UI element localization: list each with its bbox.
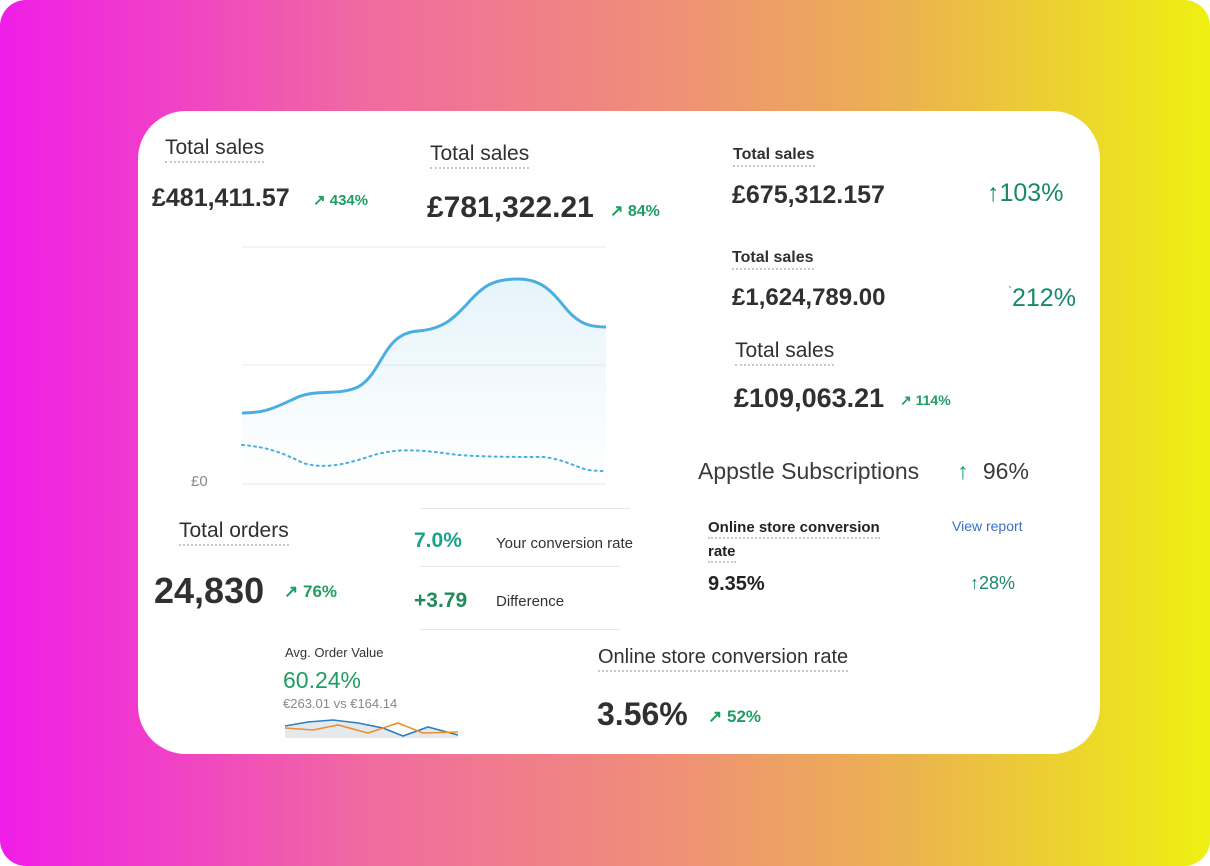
orders-label: Total orders xyxy=(179,519,289,546)
arrow-up-icon: ` xyxy=(1008,284,1012,298)
sales-line-chart xyxy=(241,246,607,485)
sales5-value: £109,063.21 xyxy=(734,383,885,413)
sales4-change: `212% xyxy=(1008,284,1076,312)
difference-label: Difference xyxy=(496,593,565,610)
sales5-label: Total sales xyxy=(735,339,835,366)
subscriptions-change: ↑ 96% xyxy=(957,458,1029,484)
sales5-change: ↗ 114% xyxy=(900,392,951,408)
sales2-value: £781,322.21 xyxy=(427,191,594,224)
aov-label: Avg. Order Value xyxy=(285,645,384,660)
arrow-up-right-icon: ↗ xyxy=(313,192,326,209)
conversion-rate-label: Your conversion rate xyxy=(496,535,634,552)
online-conv1-value: 9.35% xyxy=(708,573,765,595)
chart-current-period-line xyxy=(241,277,607,415)
sales4-value: £1,624,789.00 xyxy=(732,284,886,311)
sales2-label: Total sales xyxy=(430,142,530,169)
chart-previous-period-line xyxy=(241,444,607,472)
orders-change: ↗ 76% xyxy=(284,582,338,601)
arrow-up-right-icon: ↗ xyxy=(900,392,912,408)
online-conv1-label: Online store conversion rate xyxy=(708,516,880,564)
online-conv1-change: ↑28% xyxy=(970,573,1016,593)
online-conv2-change: ↗ 52% xyxy=(708,707,762,726)
arrow-up-right-icon: ↗ xyxy=(284,582,299,601)
subscriptions-label: Appstle Subscriptions xyxy=(698,458,920,484)
aov-compare: €263.01 vs €164.14 xyxy=(283,696,398,711)
aov-value: 60.24% xyxy=(283,667,362,693)
aov-sparkline-previous xyxy=(284,722,459,734)
arrow-up-right-icon: ↗ xyxy=(708,707,723,726)
sales3-change: ↑103% xyxy=(987,179,1064,207)
difference-value: +3.79 xyxy=(414,589,468,612)
sales4-label: Total sales xyxy=(732,249,814,270)
conversion-panel-bottom-divider xyxy=(420,629,620,630)
aov-sparkline-area xyxy=(285,720,458,738)
orders-value: 24,830 xyxy=(154,570,265,611)
sales1-change: ↗ 434% xyxy=(313,192,369,209)
sales3-label: Total sales xyxy=(733,146,815,167)
chart-y-axis-label: £0 xyxy=(191,473,208,490)
aov-sparkline xyxy=(284,719,459,738)
arrow-up-icon: ↑ xyxy=(970,573,979,593)
conversion-panel-top-divider xyxy=(420,508,630,509)
view-report-link[interactable]: View report xyxy=(952,518,1023,534)
conversion-panel-mid-divider xyxy=(420,566,620,567)
arrow-up-right-icon: ↗ xyxy=(610,203,624,220)
aov-sparkline-current xyxy=(284,719,459,737)
arrow-up-icon: ↑ xyxy=(987,179,1000,207)
online-conv2-label: Online store conversion rate xyxy=(598,646,849,672)
sales3-value: £675,312.157 xyxy=(732,181,885,209)
sales2-change: ↗ 84% xyxy=(610,203,660,220)
chart-area-fill xyxy=(242,279,606,484)
online-conv2-value: 3.56% xyxy=(597,696,688,732)
arrow-up-icon: ↑ xyxy=(957,458,969,484)
sales1-value: £481,411.57 xyxy=(152,184,290,212)
dashboard-collage-card: Total sales £481,411.57 ↗ 434% Total sal… xyxy=(138,111,1100,754)
sales1-label: Total sales xyxy=(165,136,265,163)
conversion-rate-value: 7.0% xyxy=(414,529,462,552)
